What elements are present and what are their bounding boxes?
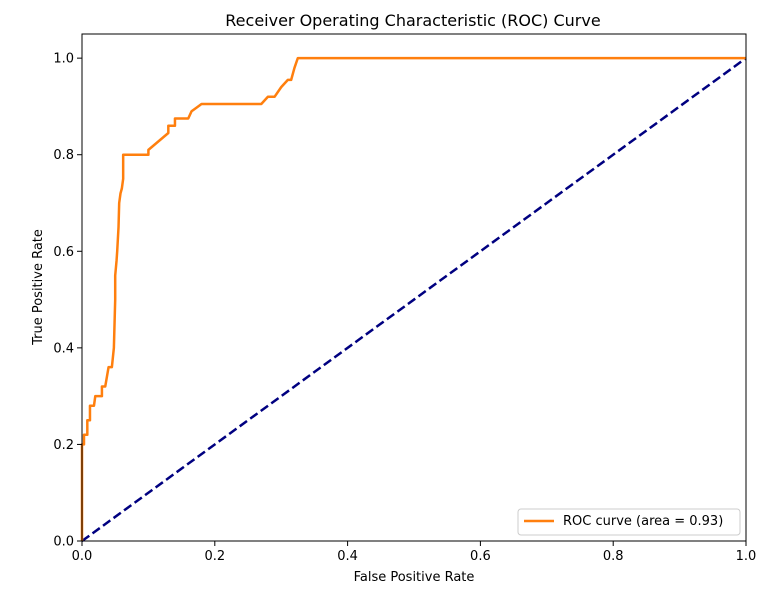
y-axis: 0.0 0.2 0.4 0.6 0.8 1.0 bbox=[53, 52, 82, 550]
x-tick-label: 0.0 bbox=[72, 549, 93, 564]
x-axis: 0.0 0.2 0.4 0.6 0.8 1.0 bbox=[72, 541, 757, 564]
y-tick-label: 0.6 bbox=[53, 245, 74, 260]
y-tick-label: 0.4 bbox=[53, 341, 74, 356]
plot-area bbox=[80, 56, 747, 543]
y-tick-label: 0.2 bbox=[53, 438, 74, 453]
y-tick-label: 0.0 bbox=[53, 535, 74, 550]
legend-box bbox=[517, 508, 741, 536]
x-tick-label: 0.4 bbox=[337, 549, 358, 564]
legend: ROC curve (area = 0.93) bbox=[517, 508, 741, 536]
plot-frame bbox=[81, 33, 747, 542]
x-tick-label: 0.8 bbox=[603, 549, 624, 564]
x-tick-label: 1.0 bbox=[736, 549, 757, 564]
diagonal-reference-line bbox=[81, 57, 747, 543]
x-axis-label: False Positive Rate bbox=[354, 570, 475, 585]
roc-curve-line bbox=[80, 56, 746, 541]
y-tick-label: 0.8 bbox=[53, 148, 74, 163]
chart-title: Receiver Operating Characteristic (ROC) … bbox=[225, 11, 600, 30]
legend-label-roc: ROC curve (area = 0.93) bbox=[563, 514, 723, 529]
y-axis-label: True Positive Rate bbox=[31, 229, 46, 346]
x-tick-label: 0.2 bbox=[204, 549, 225, 564]
x-tick-label: 0.6 bbox=[470, 549, 491, 564]
y-tick-label: 1.0 bbox=[53, 52, 74, 67]
